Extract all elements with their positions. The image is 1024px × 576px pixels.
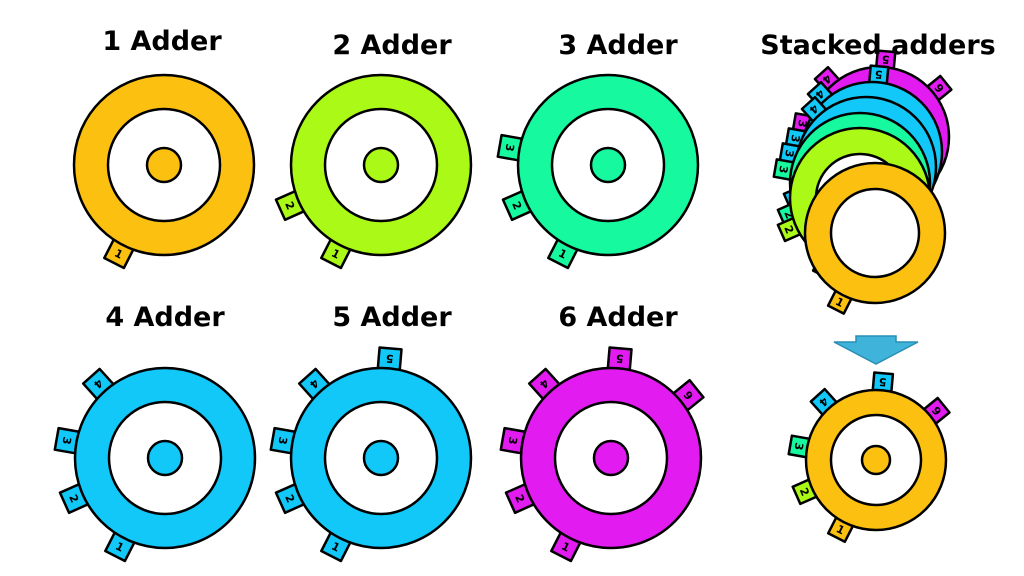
result-gear-tab-5-label: 5 [878,375,887,389]
stack-layer-6: 1 [803,161,947,315]
gear-adder3-center-dot [589,146,627,184]
stack-layer-2-tab-5-label: 5 [874,67,883,81]
title-adder-1: 1 Adder [102,26,222,57]
stack-layer-6-hole [829,187,921,279]
gears-layer: 1121231234123451234561234561234512341231… [53,49,953,563]
gear-adder5-tab-3-label: 3 [275,436,289,446]
gear-adder2-center-dot [362,146,400,184]
title-adder-5: 5 Adder [332,302,452,333]
gear-adder6-tab-5-label: 5 [615,352,624,366]
gear-adder6-center-dot [592,439,630,477]
gear-adder1-center-dot [145,146,183,184]
gear-adder2: 12 [274,73,473,270]
title-adder-4: 4 Adder [105,302,225,333]
result-gear-tab-3-label: 3 [792,442,806,452]
title-adder-3: 3 Adder [558,30,678,61]
gear-adder5-center-dot [362,439,400,477]
gear-adder4-center-dot [146,439,184,477]
stack-layer-3-tab-3-label: 3 [782,149,796,159]
title-stacked-adders: Stacked adders [760,30,995,61]
stack-layer-1-tab-3-label: 3 [795,119,809,129]
stack-layer-4-tab-3-label: 3 [776,165,790,175]
gear-adder6-tab-3-label: 3 [505,436,519,446]
title-adder-2: 2 Adder [332,30,452,61]
result-gear-center-dot [860,444,892,476]
gear-adder3-tab-3-label: 3 [502,143,516,153]
title-adder-6: 6 Adder [558,302,678,333]
gear-adder1: 1 [72,73,256,270]
gear-adder5-tab-5-label: 5 [385,352,394,366]
stack-layer-2-tab-3-label: 3 [788,134,802,144]
gear-adder3: 123 [496,73,700,270]
down-arrow [833,335,919,365]
stack-layer-1-tab-5-label: 5 [881,52,890,66]
gear-adder4-tab-3-label: 3 [59,436,73,446]
